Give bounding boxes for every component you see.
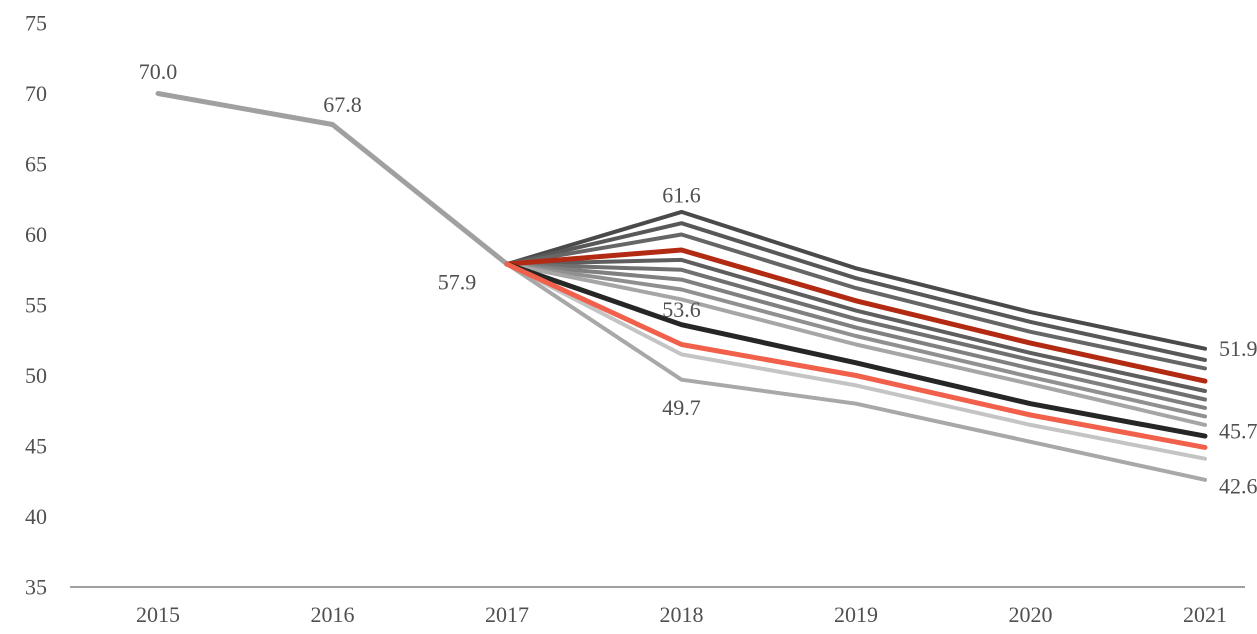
data-labels: 70.0 67.8 57.9 61.6 53.6 49.7 51.9 45.7 42.6: [139, 59, 1257, 498]
data-label: 51.9: [1219, 336, 1257, 361]
y-tick-label: 75: [25, 11, 47, 36]
series-line: [504, 261, 1208, 450]
series-line: [504, 247, 1208, 384]
data-label: 42.6: [1219, 473, 1257, 498]
x-tick-label: 2015: [136, 602, 180, 627]
series-line: [505, 209, 1207, 351]
series-line: [505, 262, 1207, 410]
x-tick-label: 2019: [834, 602, 878, 627]
series-line: [505, 262, 1207, 427]
data-label: 53.6: [662, 297, 701, 322]
y-tick-label: 35: [25, 575, 47, 600]
data-label: 61.6: [662, 182, 701, 207]
history-line: [155, 91, 510, 267]
y-tick-label: 55: [25, 293, 47, 318]
series-line: [504, 261, 1208, 439]
series-line: [505, 221, 1207, 362]
series-line: [505, 262, 1207, 402]
x-tick-label: 2017: [485, 602, 529, 627]
data-label: 67.8: [323, 92, 362, 117]
series-line: [505, 232, 1207, 371]
x-tick-label: 2016: [311, 602, 355, 627]
x-tick-label: 2018: [660, 602, 704, 627]
y-tick-label: 70: [25, 81, 47, 106]
y-tick-label: 45: [25, 434, 47, 459]
series-line: [505, 262, 1207, 461]
y-tick-label: 60: [25, 222, 47, 247]
series-line: [505, 262, 1207, 419]
x-tick-label: 2021: [1183, 602, 1227, 627]
data-label: 49.7: [662, 395, 701, 420]
y-tick-label: 40: [25, 504, 47, 529]
y-tick-label: 50: [25, 363, 47, 388]
data-label: 57.9: [438, 270, 477, 295]
x-axis-ticks: 2015 2016 2017 2018 2019 2020 2021: [136, 602, 1227, 627]
data-label: 70.0: [139, 59, 178, 84]
x-tick-label: 2020: [1009, 602, 1053, 627]
series-line: [505, 262, 1207, 482]
series-lines: [155, 91, 1208, 482]
data-label: 45.7: [1219, 419, 1257, 444]
series-line: [505, 257, 1207, 393]
y-axis-ticks: 35 40 45 50 55 60 65 70 75: [25, 11, 47, 600]
y-tick-label: 65: [25, 152, 47, 177]
